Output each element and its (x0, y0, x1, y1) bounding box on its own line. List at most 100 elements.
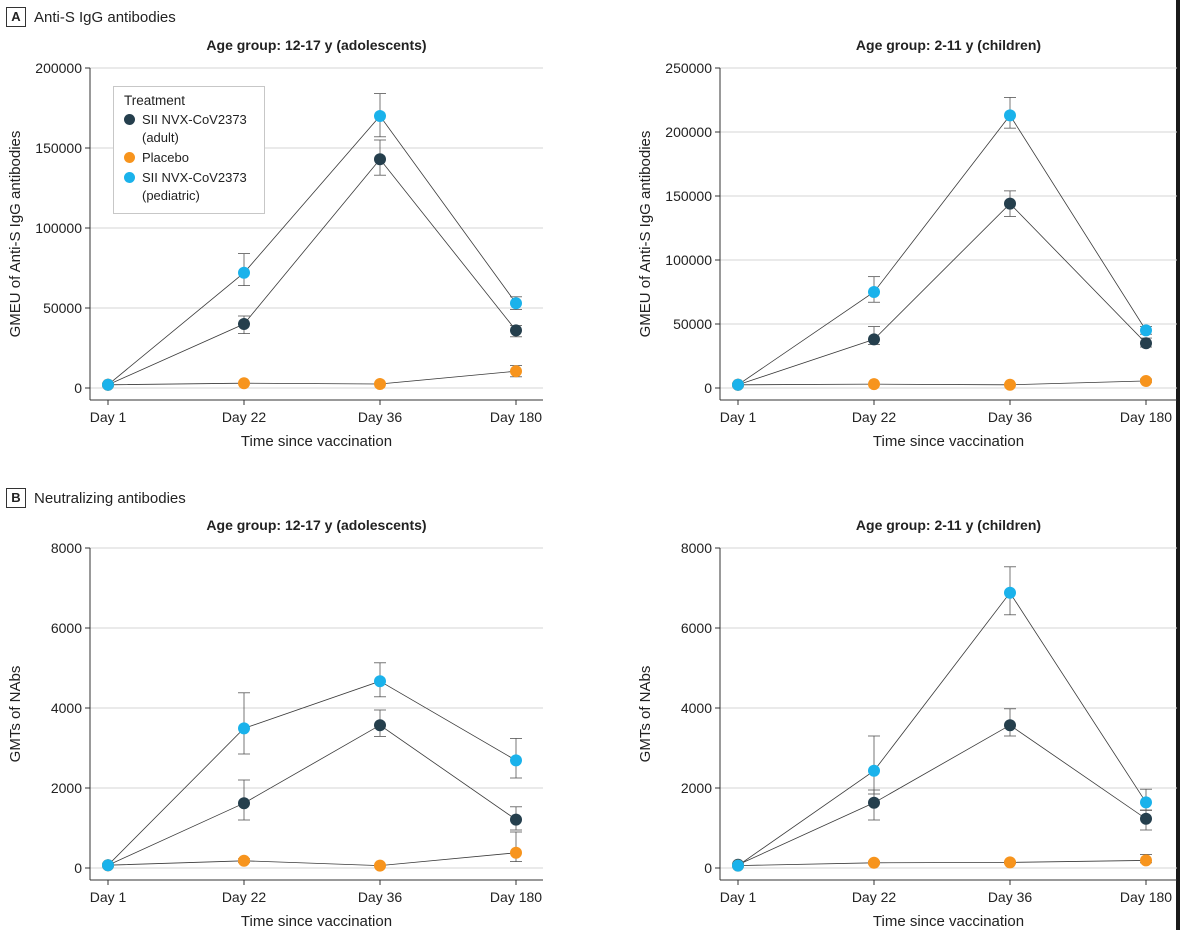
data-point-adult (510, 324, 522, 337)
chart-title: Age group: 12-17 y (adolescents) (206, 37, 426, 53)
y-axis-label: GMTs of NAbs (637, 666, 654, 763)
legend-marker-pediatric (124, 172, 135, 183)
panel-a-letter: A (6, 7, 26, 27)
x-tick-label: Day 180 (1120, 409, 1172, 425)
data-point-adult (1004, 719, 1016, 732)
data-point-pediatric (374, 110, 386, 122)
data-point-placebo (1004, 378, 1016, 391)
y-tick-label: 250000 (665, 60, 712, 76)
panel-b-header: B Neutralizing antibodies (6, 487, 186, 509)
chart-igg-children: Age group: 2-11 y (children) 0 50000 100000… (637, 37, 1177, 450)
y-tick-label: 6000 (51, 620, 82, 636)
panel-a-title: Anti-S IgG antibodies (34, 8, 176, 26)
y-tick-label: 6000 (681, 620, 712, 636)
series-line-adult (107, 724, 517, 866)
series-line-placebo (737, 860, 1147, 866)
series-line-placebo (107, 370, 517, 386)
panel-a-header: A Anti-S IgG antibodies (6, 6, 176, 28)
data-point-pediatric (732, 859, 744, 872)
x-tick-label: Day 36 (988, 409, 1033, 425)
x-tick-label: Day 22 (222, 409, 267, 425)
series-line-pediatric (737, 592, 1147, 866)
series-line-adult (107, 158, 517, 386)
panel-b-title: Neutralizing antibodies (34, 489, 186, 507)
x-tick-label: Day 180 (1120, 889, 1172, 905)
data-point-placebo (510, 365, 522, 378)
x-axis-label: Time since vaccination (873, 433, 1024, 450)
data-point-placebo (1004, 856, 1016, 869)
data-point-pediatric (102, 859, 114, 872)
data-point-adult (1140, 812, 1152, 825)
x-tick-label: Day 36 (988, 889, 1033, 905)
data-point-placebo (238, 377, 250, 390)
data-point-placebo (374, 378, 386, 390)
data-point-adult (374, 153, 386, 166)
data-point-adult (868, 796, 880, 809)
series-line-placebo (737, 380, 1147, 386)
data-point-pediatric (1140, 796, 1152, 809)
data-point-pediatric (102, 378, 114, 391)
y-tick-label: 0 (74, 860, 82, 876)
x-tick-label: Day 1 (90, 409, 127, 425)
data-point-adult (374, 719, 386, 732)
x-tick-label: Day 22 (852, 889, 897, 905)
y-axis-label: GMEU of Anti-S IgG antibodies (637, 131, 654, 338)
y-tick-label: 2000 (51, 780, 82, 796)
chart-igg-adolescents: Age group: 12-17 y (adolescents) 0 50000 10… (7, 37, 543, 450)
y-axis-label: GMEU of Anti-S IgG antibodies (7, 131, 24, 338)
legend-item-pediatric: SII NVX-CoV2373 (pediatric) (124, 169, 256, 205)
y-tick-label: 150000 (665, 188, 712, 204)
data-point-placebo (1140, 374, 1152, 387)
data-point-placebo (868, 856, 880, 869)
y-tick-label: 200000 (35, 60, 82, 76)
legend-item-placebo: Placebo (124, 149, 256, 167)
x-tick-label: Day 1 (720, 889, 757, 905)
x-tick-label: Day 1 (90, 889, 127, 905)
chart-nabs-adolescents: Age group: 12-17 y (adolescents) 0 2000 400… (7, 517, 543, 930)
data-point-adult (238, 797, 250, 810)
y-tick-label: 0 (704, 860, 712, 876)
data-point-pediatric (238, 266, 250, 279)
x-tick-label: Day 36 (358, 409, 403, 425)
y-tick-label: 0 (704, 380, 712, 396)
y-tick-label: 150000 (35, 140, 82, 156)
x-tick-label: Day 36 (358, 889, 403, 905)
chart-nabs-children: Age group: 2-11 y (children) 0 2000 4000 600… (637, 517, 1177, 930)
series-line-adult (737, 203, 1147, 386)
data-point-pediatric (868, 286, 880, 298)
data-point-placebo (374, 859, 386, 872)
data-point-placebo (868, 378, 880, 391)
data-point-adult (1004, 197, 1016, 210)
data-point-placebo (510, 846, 522, 859)
data-point-placebo (238, 854, 250, 867)
x-axis-label: Time since vaccination (873, 913, 1024, 930)
x-tick-label: Day 22 (852, 409, 897, 425)
y-tick-label: 4000 (681, 700, 712, 716)
data-point-adult (238, 318, 250, 330)
legend: Treatment SII NVX-CoV2373 (adult) Placeb… (113, 86, 265, 214)
right-border (1176, 0, 1180, 930)
series-line-adult (737, 724, 1147, 866)
data-point-pediatric (510, 754, 522, 767)
y-tick-label: 8000 (51, 540, 82, 556)
series-line-placebo (107, 852, 517, 867)
legend-label-adult: SII NVX-CoV2373 (adult) (142, 112, 247, 145)
data-point-pediatric (238, 722, 250, 735)
data-point-pediatric (1004, 109, 1016, 122)
legend-item-adult: SII NVX-CoV2373 (adult) (124, 111, 256, 147)
legend-title: Treatment (124, 93, 186, 108)
data-point-adult (868, 333, 880, 346)
chart-title: Age group: 2-11 y (children) (856, 37, 1041, 53)
y-tick-label: 200000 (665, 124, 712, 140)
series-line-pediatric (107, 115, 517, 386)
data-point-pediatric (374, 675, 386, 688)
y-tick-label: 50000 (673, 316, 712, 332)
legend-marker-adult (124, 114, 135, 125)
y-tick-label: 4000 (51, 700, 82, 716)
data-point-pediatric (510, 297, 522, 310)
x-axis-label: Time since vaccination (241, 913, 392, 930)
x-tick-label: Day 1 (720, 409, 757, 425)
panel-b-letter: B (6, 488, 26, 508)
data-point-pediatric (1140, 324, 1152, 337)
legend-label-placebo: Placebo (142, 150, 189, 165)
